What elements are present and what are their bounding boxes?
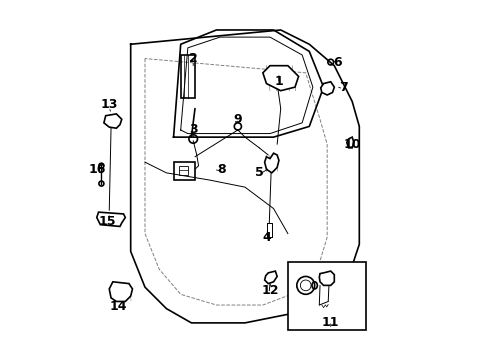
- Polygon shape: [321, 82, 334, 95]
- Text: 10: 10: [343, 138, 361, 151]
- Text: 4: 4: [262, 231, 271, 244]
- Polygon shape: [104, 114, 122, 128]
- Circle shape: [99, 163, 104, 168]
- Text: 14: 14: [109, 300, 127, 313]
- Polygon shape: [265, 271, 277, 284]
- Text: 15: 15: [98, 215, 116, 228]
- Circle shape: [99, 181, 104, 186]
- Bar: [173, 162, 195, 180]
- Text: 8: 8: [218, 163, 226, 176]
- Text: 2: 2: [189, 52, 197, 65]
- Text: 9: 9: [234, 113, 242, 126]
- Text: 11: 11: [322, 316, 340, 329]
- Text: 1: 1: [274, 75, 283, 88]
- Polygon shape: [263, 66, 298, 91]
- Text: 12: 12: [261, 284, 279, 297]
- Polygon shape: [347, 137, 354, 148]
- Polygon shape: [265, 153, 279, 173]
- Polygon shape: [319, 271, 334, 285]
- Bar: [288, 262, 367, 330]
- Bar: [179, 166, 188, 175]
- Text: 13: 13: [100, 99, 118, 112]
- Polygon shape: [97, 212, 125, 226]
- Text: 3: 3: [189, 123, 197, 136]
- Text: 6: 6: [334, 55, 342, 69]
- Bar: [181, 55, 195, 98]
- Text: 7: 7: [339, 81, 347, 94]
- Text: 16: 16: [88, 163, 105, 176]
- Text: 5: 5: [255, 166, 264, 179]
- Polygon shape: [109, 282, 132, 301]
